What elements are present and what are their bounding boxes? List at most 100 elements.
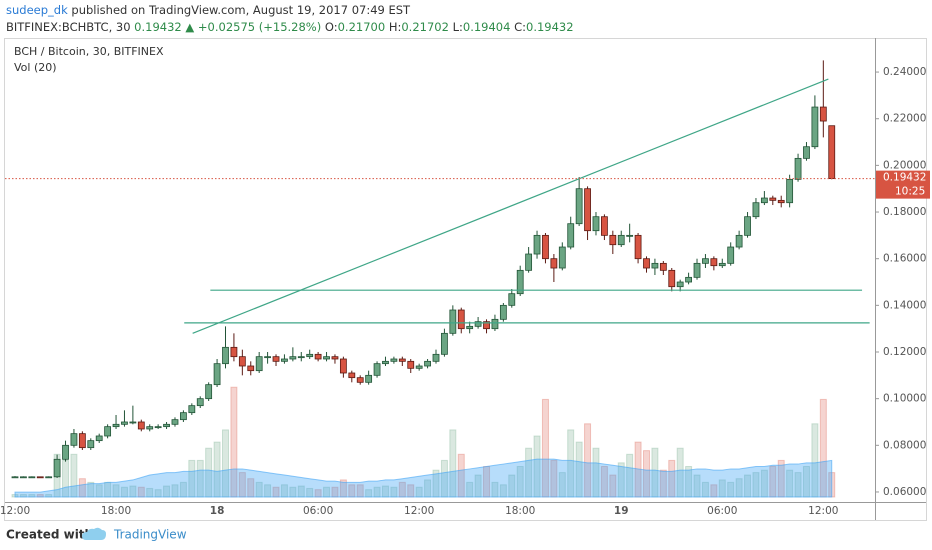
candle-body — [727, 246, 735, 264]
tv-logo — [82, 527, 106, 540]
x-tick-label: 18:00 — [505, 505, 535, 517]
volume-layer — [11, 386, 836, 498]
candle-body — [575, 188, 583, 225]
candle-body — [205, 384, 213, 400]
candle-body — [415, 365, 423, 369]
candle-body — [213, 363, 221, 386]
y-tick-label: 0.10000 — [883, 393, 926, 405]
y-tick-label: 0.16000 — [883, 253, 926, 265]
candle-body — [53, 458, 61, 478]
candle-body — [398, 358, 406, 362]
candle-body — [643, 258, 650, 269]
candle-body — [584, 188, 591, 232]
ohlc-label: C: — [514, 20, 526, 34]
candle-body — [264, 356, 272, 359]
candle-body — [601, 216, 608, 236]
volume-ma-area — [14, 458, 833, 498]
candle-body — [62, 444, 69, 460]
candle-body — [735, 234, 743, 248]
y-tick-label: 0.08000 — [883, 439, 926, 451]
candle-body — [171, 419, 179, 425]
candle-body — [516, 269, 524, 295]
x-tick-label: 18 — [210, 505, 225, 517]
y-tick-label: 0.24000 — [883, 66, 926, 78]
candle-body — [297, 356, 305, 359]
candle-body — [592, 216, 600, 232]
candle-body — [457, 309, 465, 330]
candle-body — [542, 234, 549, 260]
y-tick-label: 0.18000 — [883, 206, 926, 218]
candle-body — [752, 202, 760, 218]
candle-body — [702, 258, 709, 264]
candle-body — [668, 269, 676, 288]
candle-body — [255, 356, 263, 372]
candle-body — [508, 293, 516, 306]
candle-body — [36, 476, 44, 479]
candle-body — [786, 178, 794, 204]
y-tick-label: 0.22000 — [883, 113, 926, 125]
candle-body — [289, 356, 297, 360]
frame — [4, 38, 927, 521]
candle-body — [104, 426, 112, 437]
candle-body — [87, 440, 95, 449]
ohlc-label: L: — [453, 20, 463, 34]
y-tick-label: 0.20000 — [883, 159, 926, 171]
candle-body — [112, 423, 120, 428]
symbol: BITFINEX:BCHBTC, 30 — [6, 20, 131, 34]
candle-body — [407, 360, 415, 369]
candle-body — [441, 332, 448, 355]
candle-body — [491, 318, 499, 330]
candle-body — [339, 358, 347, 374]
candle-body — [11, 476, 19, 479]
candle-body — [550, 258, 558, 269]
x-tick-label: 12:00 — [0, 505, 30, 517]
y-tick-label: 0.14000 — [883, 299, 926, 311]
volume-label: Vol (20) — [14, 61, 57, 74]
candle-body — [693, 262, 701, 278]
candle-body — [651, 262, 659, 269]
candle-body — [28, 476, 36, 479]
x-tick-label: 06:00 — [707, 505, 737, 517]
candle-body — [179, 412, 187, 421]
candle-body — [365, 374, 373, 383]
candle-body — [78, 433, 86, 449]
candle-body — [196, 398, 204, 407]
footer-created: Created with — [6, 528, 93, 542]
candle-body — [819, 106, 827, 122]
candle-body — [306, 353, 314, 358]
candle-body — [154, 426, 162, 429]
candle-body — [803, 146, 810, 159]
candle-body — [449, 309, 457, 334]
candle-body — [609, 234, 617, 246]
x-tick-label: 19 — [614, 505, 629, 517]
candle-body — [238, 356, 246, 367]
candle-body — [95, 435, 103, 442]
candle-body — [230, 346, 238, 358]
candle-body — [474, 321, 482, 327]
candle-body — [558, 246, 566, 269]
author[interactable]: sudeep_dk — [6, 3, 68, 17]
published: published on TradingView.com, August 19,… — [71, 3, 411, 17]
candle-body — [382, 360, 389, 365]
price-layer — [11, 60, 870, 479]
candle-body — [718, 262, 726, 267]
candle-body — [163, 423, 170, 428]
candle-body — [777, 199, 785, 204]
candle-body — [331, 356, 339, 360]
candle-body — [567, 223, 575, 248]
candle-body — [137, 421, 145, 430]
candle-body — [676, 281, 684, 288]
x-tick-label: 12:00 — [808, 505, 838, 517]
x-tick-label: 12:00 — [404, 505, 434, 517]
candle-body — [617, 234, 625, 246]
candle-body — [634, 234, 642, 260]
chart-title: BCH / Bitcoin, 30, BITFINEX — [14, 45, 164, 58]
candle-body — [466, 325, 474, 330]
ohlc-label: H: — [389, 20, 402, 34]
candle-body — [20, 476, 27, 479]
footer-brand[interactable]: TradingView — [113, 528, 187, 542]
ohlc-label: O: — [325, 20, 338, 34]
candle-body — [710, 258, 718, 267]
candle-body — [121, 421, 128, 425]
